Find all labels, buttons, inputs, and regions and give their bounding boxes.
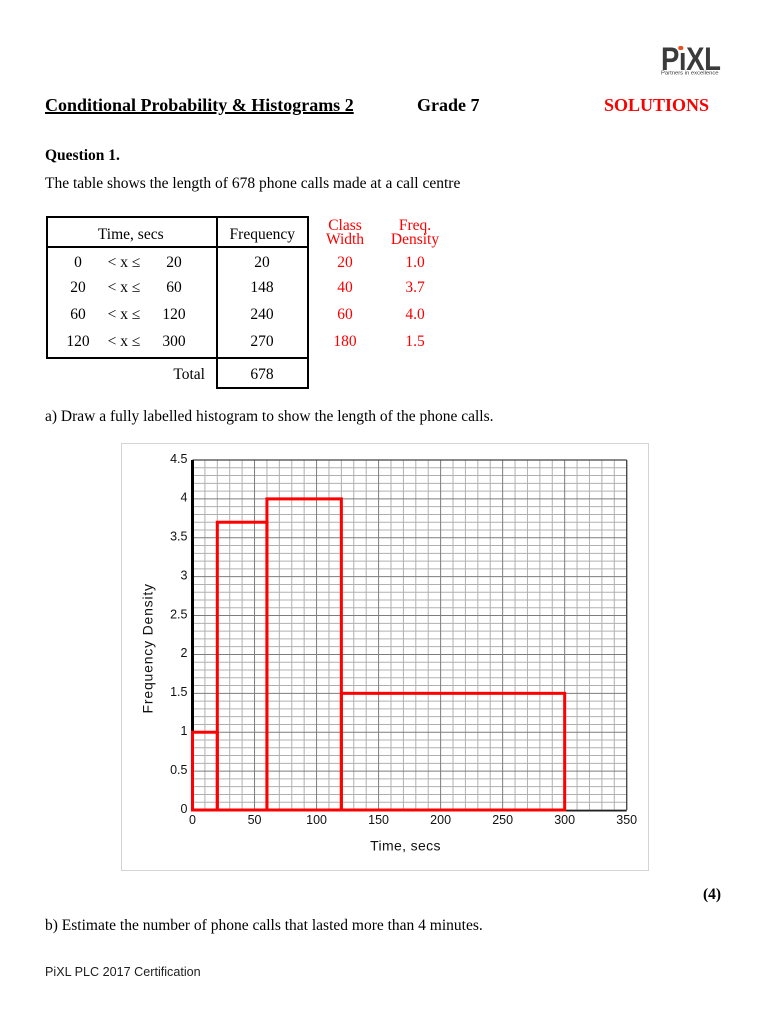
svg-text:2.5: 2.5 — [170, 607, 187, 621]
svg-text:200: 200 — [430, 813, 451, 827]
svg-text:3.5: 3.5 — [170, 530, 187, 544]
svg-text:300: 300 — [554, 813, 575, 827]
svg-text:0.5: 0.5 — [170, 763, 187, 777]
svg-text:0: 0 — [189, 813, 196, 827]
svg-text:4: 4 — [181, 491, 188, 505]
svg-text:4.5: 4.5 — [170, 452, 187, 466]
svg-text:3: 3 — [181, 568, 188, 582]
svg-text:1: 1 — [181, 724, 188, 738]
svg-text:Time, secs: Time, secs — [370, 838, 441, 854]
svg-text:1.5: 1.5 — [170, 685, 187, 699]
svg-text:0: 0 — [181, 802, 188, 816]
svg-text:350: 350 — [616, 813, 637, 827]
svg-text:250: 250 — [492, 813, 513, 827]
svg-text:2: 2 — [181, 646, 188, 660]
svg-text:150: 150 — [368, 813, 389, 827]
svg-text:50: 50 — [248, 813, 262, 827]
svg-text:100: 100 — [306, 813, 327, 827]
svg-text:Frequency Density: Frequency Density — [140, 583, 156, 713]
